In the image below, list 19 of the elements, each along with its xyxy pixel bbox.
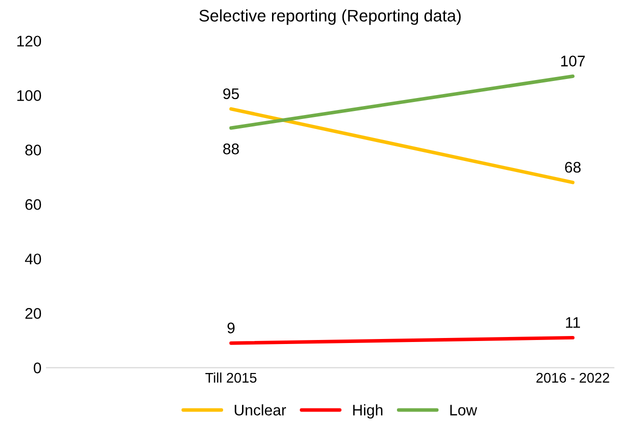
data-label: 11 [566,317,580,328]
x-tick-label: 2016 - 2022 [536,372,610,383]
y-tick-label: 20 [25,308,42,319]
y-tick-label: 0 [34,362,42,374]
data-label: 95 [223,88,239,100]
data-label: 88 [223,144,239,154]
data-label: 68 [565,162,581,173]
chart-title: Selective reporting (Reporting data) [199,9,461,25]
y-tick-label: 100 [17,90,42,102]
legend-label: Unclear [234,404,286,416]
data-label: 9 [228,322,235,334]
x-tick-label: Till 2015 [205,372,256,383]
legend-label: High [353,404,382,419]
legend-label: Low [450,404,478,416]
y-tick-label: 120 [17,36,42,47]
data-label: 107 [561,56,585,66]
y-tick-label: 80 [25,144,42,156]
y-tick-label: 60 [25,199,42,210]
y-tick-label: 40 [25,254,42,264]
